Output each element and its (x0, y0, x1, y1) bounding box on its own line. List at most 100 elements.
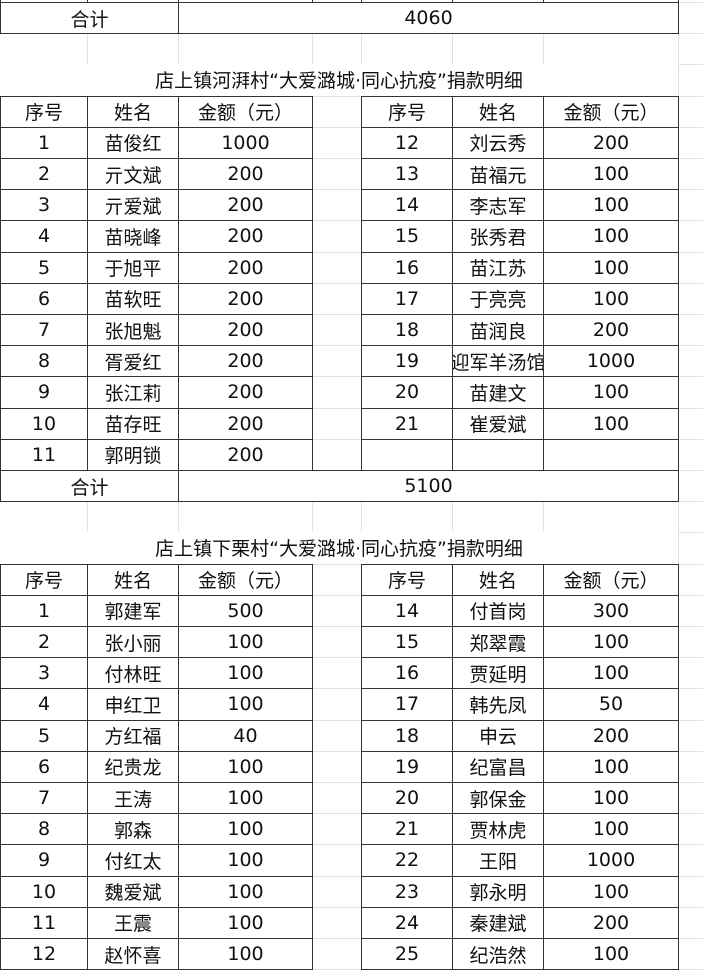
seq-cell[interactable]: 12 (0, 938, 88, 970)
name-cell[interactable]: 崔爱斌 (452, 407, 544, 440)
seq-cell[interactable]: 13 (361, 158, 453, 191)
name-cell[interactable]: 苗软旺 (87, 282, 179, 315)
seq-cell[interactable]: 8 (0, 813, 88, 846)
amount-cell[interactable]: 100 (178, 844, 313, 877)
total-value[interactable]: 4060 (178, 2, 679, 35)
amount-cell[interactable]: 100 (543, 407, 679, 440)
seq-cell[interactable]: 3 (0, 657, 88, 690)
amount-cell[interactable]: 100 (543, 189, 679, 222)
seq-cell[interactable]: 4 (0, 688, 88, 721)
seq-cell[interactable]: 19 (361, 750, 453, 783)
amount-cell[interactable]: 200 (178, 158, 313, 191)
name-cell[interactable]: 王震 (87, 906, 179, 939)
name-cell[interactable]: 亓爱斌 (87, 189, 179, 222)
amount-cell[interactable]: 1000 (543, 844, 679, 877)
seq-cell[interactable]: 20 (361, 376, 453, 409)
amount-cell[interactable]: 1000 (178, 126, 313, 159)
amount-cell[interactable]: 100 (178, 938, 313, 970)
amount-cell[interactable]: 100 (543, 376, 679, 409)
amount-cell[interactable]: 100 (178, 906, 313, 939)
name-cell[interactable]: 贾林虎 (452, 813, 544, 846)
name-cell[interactable]: 韩先凤 (452, 688, 544, 721)
name-cell[interactable]: 迎军羊汤馆 (452, 345, 544, 378)
seq-cell[interactable]: 5 (0, 719, 88, 752)
name-cell[interactable]: 张江莉 (87, 376, 179, 409)
name-cell[interactable]: 付首岗 (452, 594, 544, 627)
amount-cell[interactable]: 200 (543, 126, 679, 159)
amount-cell[interactable]: 100 (178, 782, 313, 815)
name-cell[interactable]: 张旭魁 (87, 314, 179, 347)
amount-cell[interactable]: 200 (178, 376, 313, 409)
seq-cell[interactable]: 9 (0, 376, 88, 409)
seq-cell[interactable]: 8 (0, 345, 88, 378)
name-cell[interactable]: 苗江苏 (452, 251, 544, 284)
name-cell[interactable]: 王涛 (87, 782, 179, 815)
seq-cell[interactable]: 6 (0, 282, 88, 315)
seq-cell[interactable]: 9 (0, 844, 88, 877)
seq-cell[interactable]: 5 (0, 251, 88, 284)
name-cell[interactable]: 亓文斌 (87, 158, 179, 191)
amount-cell[interactable]: 1000 (543, 345, 679, 378)
seq-cell[interactable]: 16 (361, 251, 453, 284)
amount-cell[interactable]: 100 (178, 657, 313, 690)
name-cell[interactable]: 于亮亮 (452, 282, 544, 315)
name-cell[interactable]: 纪贵龙 (87, 750, 179, 783)
amount-cell[interactable]: 100 (543, 158, 679, 191)
name-cell[interactable]: 刘云秀 (452, 126, 544, 159)
seq-cell[interactable]: 3 (0, 189, 88, 222)
name-cell[interactable]: 王阳 (452, 844, 544, 877)
name-cell[interactable]: 申云 (452, 719, 544, 752)
amount-cell[interactable]: 200 (178, 220, 313, 253)
seq-cell[interactable] (361, 438, 453, 471)
amount-cell[interactable]: 200 (543, 906, 679, 939)
amount-cell[interactable]: 100 (178, 875, 313, 908)
name-cell[interactable]: 郑翠霞 (452, 626, 544, 659)
amount-cell[interactable] (543, 438, 679, 471)
name-cell[interactable]: 胥爱红 (87, 345, 179, 378)
amount-cell[interactable]: 100 (543, 657, 679, 690)
seq-cell[interactable]: 19 (361, 345, 453, 378)
seq-cell[interactable]: 7 (0, 782, 88, 815)
name-cell[interactable]: 郭明锁 (87, 438, 179, 471)
name-cell[interactable]: 苗福元 (452, 158, 544, 191)
name-cell[interactable]: 李志军 (452, 189, 544, 222)
amount-cell[interactable]: 100 (543, 875, 679, 908)
seq-cell[interactable]: 16 (361, 657, 453, 690)
name-cell[interactable]: 张秀君 (452, 220, 544, 253)
amount-cell[interactable]: 100 (543, 750, 679, 783)
seq-cell[interactable]: 4 (0, 220, 88, 253)
seq-cell[interactable]: 23 (361, 875, 453, 908)
amount-cell[interactable]: 100 (543, 938, 679, 970)
name-cell[interactable]: 纪浩然 (452, 938, 544, 970)
name-cell[interactable]: 郭保金 (452, 782, 544, 815)
seq-cell[interactable]: 18 (361, 719, 453, 752)
name-cell[interactable]: 赵怀喜 (87, 938, 179, 970)
name-cell[interactable]: 付红太 (87, 844, 179, 877)
amount-cell[interactable]: 50 (543, 688, 679, 721)
amount-cell[interactable]: 100 (178, 626, 313, 659)
seq-cell[interactable]: 21 (361, 407, 453, 440)
name-cell[interactable]: 纪富昌 (452, 750, 544, 783)
amount-cell[interactable]: 100 (543, 626, 679, 659)
amount-cell[interactable]: 100 (543, 251, 679, 284)
amount-cell[interactable]: 40 (178, 719, 313, 752)
name-cell[interactable]: 苗俊红 (87, 126, 179, 159)
seq-cell[interactable]: 22 (361, 844, 453, 877)
seq-cell[interactable]: 11 (0, 906, 88, 939)
name-cell[interactable]: 秦建斌 (452, 906, 544, 939)
amount-cell[interactable]: 300 (543, 594, 679, 627)
amount-cell[interactable]: 100 (178, 813, 313, 846)
name-cell[interactable]: 郭永明 (452, 875, 544, 908)
amount-cell[interactable]: 100 (178, 688, 313, 721)
amount-cell[interactable]: 100 (543, 282, 679, 315)
name-cell[interactable]: 苗润良 (452, 314, 544, 347)
seq-cell[interactable]: 10 (0, 407, 88, 440)
amount-cell[interactable]: 100 (178, 750, 313, 783)
seq-cell[interactable]: 24 (361, 906, 453, 939)
seq-cell[interactable]: 15 (361, 626, 453, 659)
seq-cell[interactable]: 15 (361, 220, 453, 253)
name-cell[interactable]: 申红卫 (87, 688, 179, 721)
seq-cell[interactable]: 17 (361, 688, 453, 721)
name-cell[interactable]: 苗存旺 (87, 407, 179, 440)
name-cell[interactable]: 苗建文 (452, 376, 544, 409)
